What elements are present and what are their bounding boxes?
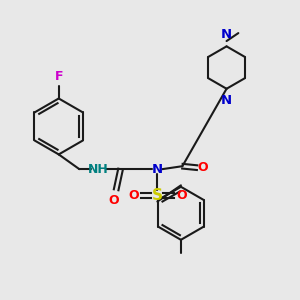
Text: O: O — [176, 189, 187, 202]
Text: O: O — [198, 161, 208, 174]
Text: N: N — [152, 163, 163, 176]
Text: N: N — [221, 28, 232, 41]
Text: O: O — [128, 189, 139, 202]
Text: NH: NH — [88, 163, 109, 176]
Text: F: F — [55, 70, 63, 83]
Text: N: N — [221, 94, 232, 107]
Text: S: S — [152, 188, 163, 203]
Text: O: O — [108, 194, 119, 207]
